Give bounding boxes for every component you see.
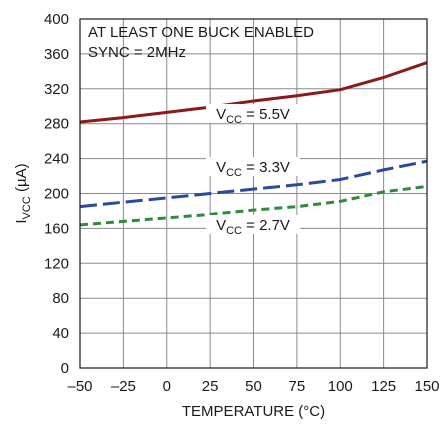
y-tick-label: 160 bbox=[44, 220, 69, 237]
series-label-bg bbox=[206, 215, 300, 234]
x-tick-label: 50 bbox=[245, 378, 262, 395]
y-axis-title-sub: VCC bbox=[21, 196, 33, 219]
x-tick-label: 100 bbox=[328, 378, 353, 395]
x-tick-label: 25 bbox=[202, 378, 219, 395]
series-label-value: = 2.7V bbox=[242, 217, 290, 234]
plot-frame bbox=[79, 18, 428, 369]
x-tick-label: 125 bbox=[371, 378, 396, 395]
x-tick-label: 150 bbox=[414, 378, 439, 395]
x-tick-label: 75 bbox=[289, 378, 306, 395]
series-label-main: V bbox=[216, 159, 226, 176]
x-tick-label: –50 bbox=[67, 378, 92, 395]
series-line-1 bbox=[79, 61, 428, 124]
series-label-2: VCC = 3.3V bbox=[216, 159, 290, 179]
y-tick-label: 240 bbox=[44, 151, 69, 168]
y-tick-label: 320 bbox=[44, 81, 69, 98]
series-label-sub: CC bbox=[226, 114, 242, 126]
y-tick-label: 40 bbox=[52, 325, 69, 342]
y-tick-label: 80 bbox=[52, 290, 69, 307]
y-tick-label: 120 bbox=[44, 255, 69, 272]
y-tick-label: 0 bbox=[61, 360, 69, 377]
series-line-2 bbox=[79, 159, 428, 209]
y-axis-title-unit: (µA) bbox=[13, 163, 30, 196]
y-tick-label: 280 bbox=[44, 116, 69, 133]
annotation-buck-enabled: AT LEAST ONE BUCK ENABLED bbox=[88, 24, 314, 41]
series-label-sub: CC bbox=[226, 167, 242, 179]
y-tick-label: 360 bbox=[44, 46, 69, 63]
y-axis-title-main: I bbox=[13, 219, 30, 223]
x-tick-label: –25 bbox=[111, 378, 136, 395]
series-label-bg bbox=[206, 104, 300, 123]
tick-labels: –50 –25 0 25 50 75 100 125 150 0 40 80 120 160 200 240 2… bbox=[44, 11, 440, 395]
series-label-value: = 5.5V bbox=[242, 106, 290, 123]
series-label-main: V bbox=[216, 106, 226, 123]
series-label-sub: CC bbox=[226, 225, 242, 237]
x-tick-label: 0 bbox=[163, 378, 171, 395]
annotation-sync: SYNC = 2MHz bbox=[88, 44, 186, 61]
y-tick-label: 400 bbox=[44, 11, 69, 28]
series-line-3 bbox=[79, 185, 428, 227]
y-axis-title: IVCC (µA) bbox=[13, 163, 33, 223]
series-label-value: = 3.3V bbox=[242, 159, 290, 176]
series-label-main: V bbox=[216, 217, 226, 234]
series-label-3: VCC = 2.7V bbox=[216, 217, 290, 237]
y-tick-label: 200 bbox=[44, 186, 69, 203]
plot-lines bbox=[79, 61, 428, 227]
series-label-1: VCC = 5.5V bbox=[216, 106, 290, 126]
x-axis-title: TEMPERATURE (°C) bbox=[182, 403, 325, 420]
series-label-bg bbox=[206, 157, 300, 176]
